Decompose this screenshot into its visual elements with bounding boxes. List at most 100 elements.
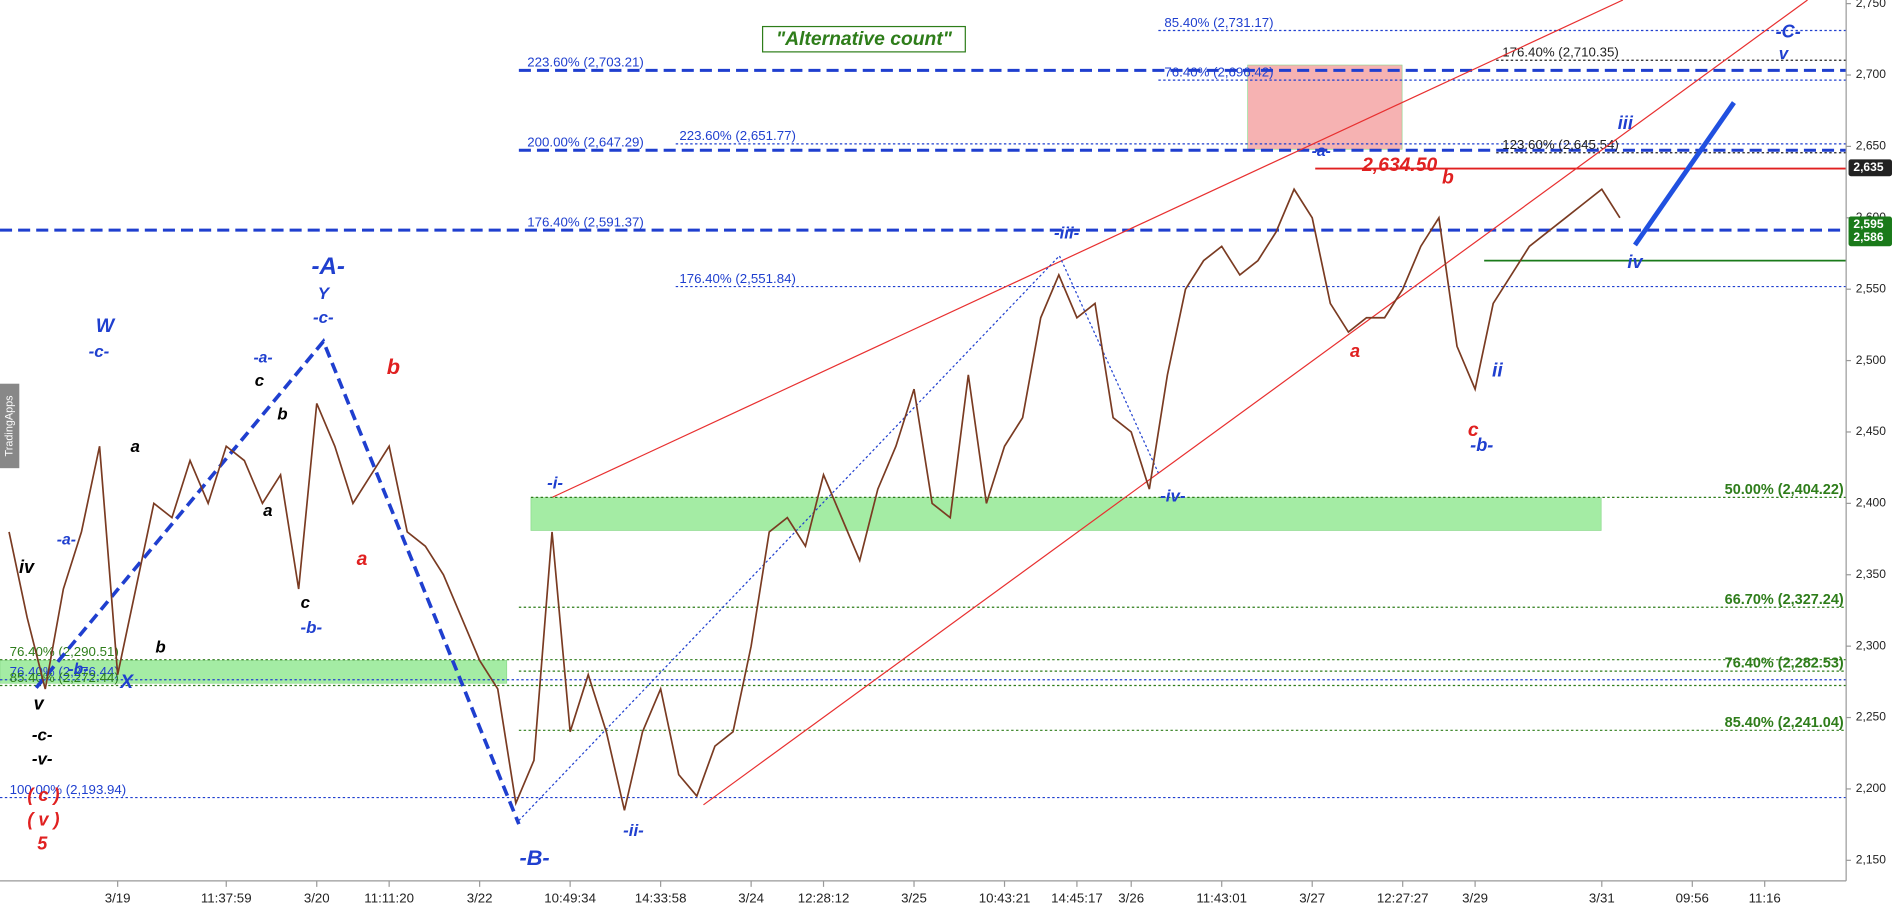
- zone: [0, 660, 508, 684]
- y-tick-label: 2,250: [1856, 710, 1886, 724]
- x-tick-label: 10:43:21: [979, 890, 1031, 905]
- wave-label: a: [1350, 341, 1360, 361]
- y-tick-label: 2,400: [1856, 496, 1886, 510]
- wave-label: -ii-: [623, 821, 644, 840]
- wave-label: -b-: [301, 618, 323, 637]
- wave-line: [34, 337, 521, 825]
- level-label: 66.70% (2,327.24): [1725, 592, 1844, 608]
- level-label: 123.60% (2,645.54): [1502, 137, 1619, 152]
- level-label: 200.00% (2,647.29): [527, 135, 644, 150]
- x-tick-label: 11:11:20: [364, 890, 414, 905]
- wave-label: iv: [1627, 252, 1643, 272]
- wave-label: c: [1468, 420, 1479, 441]
- trend-line: [552, 0, 1624, 498]
- wave-label: -iv-: [1160, 487, 1186, 506]
- wave-label: -c-: [89, 342, 110, 361]
- price-tag-label: 2,595: [1853, 217, 1883, 231]
- wave-label: iii: [1618, 113, 1634, 133]
- y-tick-label: 2,450: [1856, 424, 1886, 438]
- x-tick-label: 3/19: [105, 890, 131, 905]
- x-tick-label: 11:16: [1749, 890, 1781, 905]
- price-tag: [1848, 216, 1892, 234]
- level-label: 76.40% (2,282.53): [1725, 656, 1844, 672]
- level-label: 2,634.50: [1361, 155, 1437, 176]
- wave-label: Y: [318, 284, 331, 303]
- y-tick-label: 2,300: [1856, 638, 1886, 652]
- level-label: 76.40% (2,276.44): [10, 664, 119, 679]
- wave-label: ( v ): [27, 809, 59, 829]
- wave-label: -b-: [68, 661, 88, 678]
- x-tick-label: 3/25: [901, 890, 927, 905]
- watermark: TradingApps: [4, 395, 16, 457]
- level-label: 50.00% (2,404.22): [1725, 482, 1844, 498]
- wave-label: 5: [37, 833, 48, 853]
- wave-label: v: [34, 693, 45, 713]
- x-tick-label: 11:37:59: [201, 890, 252, 905]
- wave-label: -iii-: [1054, 224, 1080, 243]
- chart-title: "Alternative count": [776, 29, 953, 50]
- price-tag: [1848, 159, 1892, 177]
- wave-label: v: [1779, 44, 1790, 63]
- y-tick-label: 2,500: [1856, 353, 1886, 367]
- wave-label: a: [263, 501, 272, 520]
- wave-label: -B-: [519, 845, 549, 870]
- wave-label: -c-: [32, 726, 53, 745]
- level-label: 85.40% (2,241.04): [1725, 715, 1844, 731]
- price-line: [8, 187, 1621, 811]
- projection-arrow: [1632, 101, 1736, 247]
- level-label: 176.40% (2,551.84): [679, 271, 796, 286]
- y-tick-label: 2,350: [1856, 567, 1886, 581]
- wave-label: b: [277, 405, 287, 424]
- wave-label: a: [130, 437, 139, 456]
- price-tag-label: 2,586: [1853, 230, 1883, 244]
- wave-label: a: [357, 549, 368, 570]
- watermark-bg: [0, 383, 20, 469]
- wave-label: b: [155, 637, 165, 656]
- level-label: 223.60% (2,703.21): [527, 55, 644, 70]
- wave-label: -i-: [547, 473, 563, 492]
- level-label: 100.00% (2,193.94): [10, 782, 127, 797]
- x-tick-label: 3/29: [1462, 890, 1488, 905]
- x-tick-label: 3/31: [1589, 890, 1615, 905]
- level-label: 76.40% (2,696.42): [1164, 64, 1273, 79]
- x-tick-label: 3/26: [1118, 890, 1144, 905]
- wave-label: ( c ): [27, 785, 59, 805]
- trend-line: [703, 0, 1808, 806]
- wave-label: -A-: [311, 253, 345, 280]
- level-label: 223.60% (2,651.77): [679, 128, 796, 143]
- wave-label: -C-: [1776, 21, 1801, 41]
- wave-label: -b-: [1470, 435, 1493, 455]
- x-tick-label: 10:49:34: [544, 890, 596, 905]
- zone: [530, 497, 1602, 531]
- price-tag-label: 2,635: [1853, 160, 1883, 174]
- title-box: [761, 25, 966, 53]
- wave-label: -a-: [253, 350, 272, 367]
- wave-label: c: [301, 593, 311, 612]
- y-tick-label: 2,750: [1856, 0, 1886, 10]
- x-tick-label: 3/20: [304, 890, 330, 905]
- x-tick-label: 14:45:17: [1051, 890, 1103, 905]
- x-tick-label: 11:43:01: [1196, 890, 1247, 905]
- x-tick-label: 14:33:58: [635, 890, 687, 905]
- level-label: 85.40% (2,731.17): [1164, 15, 1273, 30]
- price-tag: [1848, 229, 1892, 247]
- wave-label: W: [96, 316, 116, 337]
- wave-label: b: [387, 354, 400, 379]
- y-tick-label: 2,700: [1856, 67, 1886, 81]
- zone: [1247, 64, 1403, 150]
- wave-label: ii: [1492, 361, 1503, 382]
- wave-label: b: [1442, 168, 1454, 189]
- level-label: 176.40% (2,710.35): [1502, 44, 1619, 59]
- y-tick-label: 2,200: [1856, 781, 1886, 795]
- x-tick-label: 3/27: [1299, 890, 1325, 905]
- level-label: 85.40% (2,272.44): [10, 670, 119, 685]
- x-tick-label: 09:56: [1676, 890, 1709, 905]
- wave-label: -a-: [1312, 143, 1331, 160]
- wave-label: -v-: [32, 750, 53, 769]
- wave-label: X: [119, 672, 134, 693]
- y-tick-label: 2,550: [1856, 281, 1886, 295]
- level-label: 176.40% (2,591.37): [527, 214, 644, 229]
- y-tick-label: 2,150: [1856, 853, 1886, 867]
